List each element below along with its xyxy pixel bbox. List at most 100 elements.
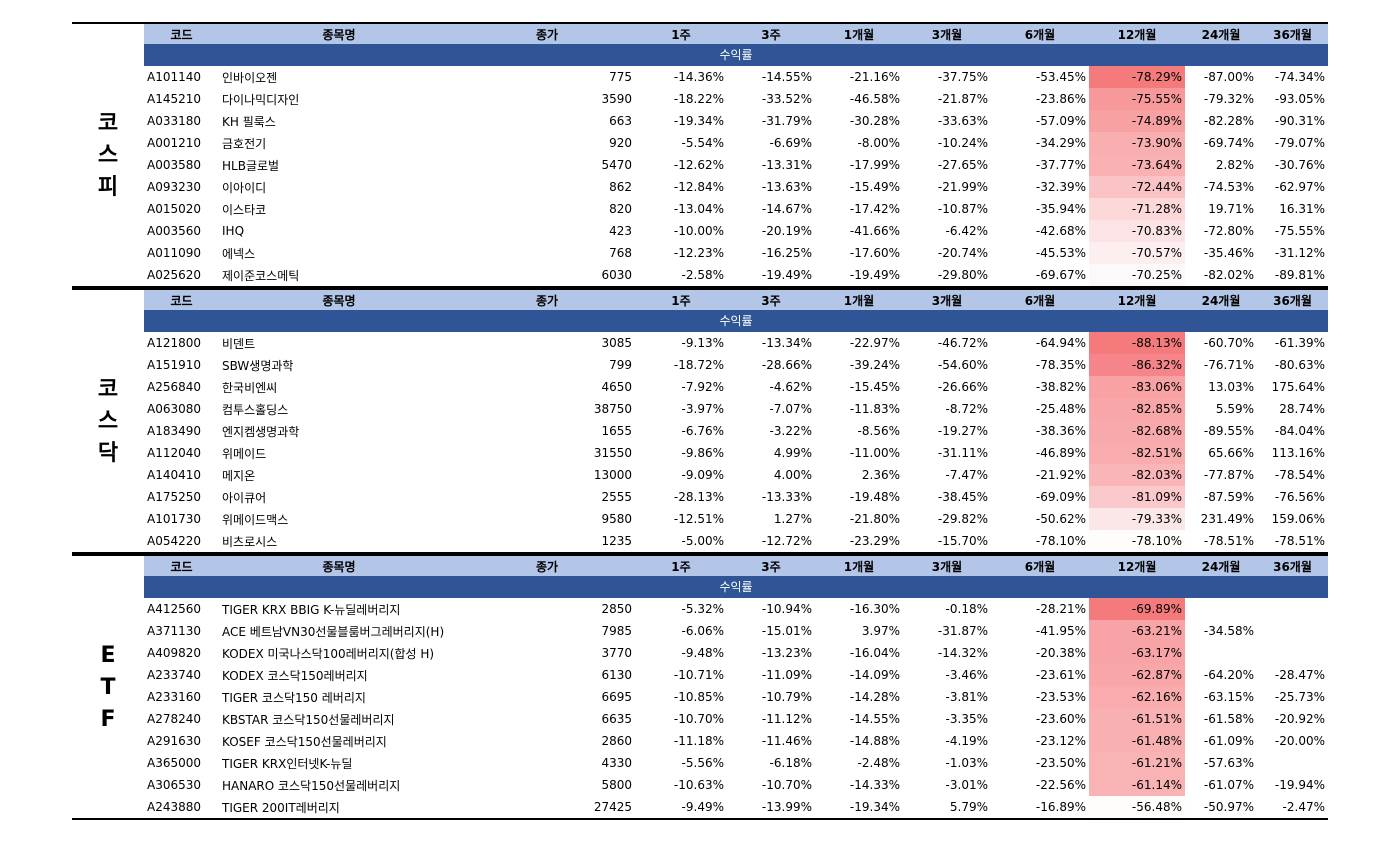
cell-12m: -74.89% (1089, 110, 1185, 132)
cell-24m: -57.63% (1203, 756, 1254, 770)
cell-name: 컴투스홀딩스 (222, 402, 289, 417)
section-kospi: 코스피 코드 종목명 종가 1주 3주 1개월 3개월 6개월 12개월 24개월 36개월 수익률 A1… (72, 22, 1328, 288)
cell-name: IHQ (222, 224, 245, 238)
cell-6m: -46.89% (1035, 446, 1086, 460)
cell-3m: -38.45% (937, 490, 988, 504)
cell-6m: -23.61% (1035, 668, 1086, 682)
cell-6m: -64.94% (1035, 336, 1086, 350)
header-12m: 12개월 (1117, 293, 1157, 308)
returns-table: 코드 종목명 종가 1주 3주 1개월 3개월 6개월 12개월 24개월 36개월 수익률 A4125… (144, 556, 1328, 818)
cell-24m: -78.51% (1203, 534, 1254, 548)
cell-12m: -70.83% (1089, 220, 1185, 242)
market-label-text: 코스닥 (97, 377, 119, 466)
header-row: 코드 종목명 종가 1주 3주 1개월 3개월 6개월 12개월 24개월 36개월 (144, 24, 1328, 44)
table-row: A145210 다이나믹디자인 3590 -18.22% -33.52% -46.58% -… (144, 88, 1328, 110)
cell-name: SBW생명과학 (222, 358, 294, 373)
cell-12m: -83.06% (1089, 376, 1185, 398)
cell-3m: -14.32% (937, 646, 988, 660)
table-row: A233160 TIGER 코스닥150 레버리지 6695 -10.85% -10.7… (144, 686, 1328, 708)
header-name: 종목명 (322, 27, 356, 42)
cell-1m: -30.28% (849, 114, 900, 128)
table-row: A291630 KOSEF 코스닥150선물레버리지 2860 -11.18% -11.… (144, 730, 1328, 752)
cell-6m: -23.50% (1035, 756, 1086, 770)
section-bottom-border (72, 818, 1328, 820)
cell-code: A233160 (147, 690, 202, 704)
cell-1m: 2.36% (861, 468, 900, 482)
cell-close: 6695 (601, 690, 632, 704)
cell-1w: -12.23% (673, 246, 724, 260)
header-code: 코드 (170, 293, 193, 308)
section-etf: ETF 코드 종목명 종가 1주 3주 1개월 3개월 6개월 12개월 24개월 36개월 수익률 A4… (72, 554, 1328, 820)
cell-name: KH 필룩스 (222, 114, 276, 129)
cell-name: 비덴트 (222, 336, 256, 351)
cell-code: A063080 (147, 402, 202, 416)
cell-3m: -3.01% (945, 778, 988, 792)
cell-36m: 159.06% (1271, 512, 1325, 526)
cell-12m: -88.13% (1089, 332, 1185, 354)
table-row: A101140 인바이오젠 775 -14.36% -14.55% -21.16% -37.… (144, 66, 1328, 88)
header-row: 코드 종목명 종가 1주 3주 1개월 3개월 6개월 12개월 24개월 36개월 (144, 290, 1328, 310)
cell-code: A121800 (147, 336, 202, 350)
cell-3w: -11.12% (761, 712, 812, 726)
cell-3w: -15.01% (761, 624, 812, 638)
cell-close: 1235 (601, 534, 632, 548)
cell-3m: -15.70% (937, 534, 988, 548)
cell-name: 에넥스 (222, 246, 256, 261)
cell-close: 2555 (601, 490, 632, 504)
cell-36m: 175.64% (1271, 380, 1325, 394)
cell-1m: -17.60% (849, 246, 900, 260)
cell-name: TIGER 200IT레버리지 (222, 800, 340, 815)
cell-name: 금호전기 (222, 136, 267, 151)
cell-36m: -78.51% (1274, 534, 1325, 548)
cell-1w: -2.58% (681, 268, 724, 282)
cell-12m: -82.03% (1089, 464, 1185, 486)
cell-1w: -9.86% (681, 446, 724, 460)
cell-12m: -61.21% (1089, 752, 1185, 774)
header-close: 종가 (535, 27, 559, 42)
header-24m: 24개월 (1201, 27, 1241, 42)
cell-36m: -75.55% (1274, 224, 1325, 238)
cell-36m: -25.73% (1274, 690, 1325, 704)
cell-24m: 231.49% (1200, 512, 1254, 526)
cell-code: A112040 (147, 446, 202, 460)
cell-3m: -21.87% (937, 92, 988, 106)
table-row: A003560 IHQ 423 -10.00% -20.19% -41.66% -6.42%… (144, 220, 1328, 242)
cell-code: A256840 (147, 380, 202, 394)
header-close: 종가 (535, 293, 559, 308)
cell-3m: -46.72% (937, 336, 988, 350)
cell-close: 27425 (593, 800, 632, 814)
cell-name: KBSTAR 코스닥150선물레버리지 (222, 712, 395, 727)
cell-close: 7985 (601, 624, 632, 638)
cell-24m: -87.59% (1203, 490, 1254, 504)
cell-1m: -15.49% (849, 180, 900, 194)
cell-code: A001210 (147, 136, 202, 150)
cell-code: A365000 (147, 756, 202, 770)
cell-3w: -13.99% (761, 800, 812, 814)
cell-close: 2850 (601, 602, 632, 616)
cell-1m: -8.00% (857, 136, 900, 150)
cell-3m: -31.11% (937, 446, 988, 460)
cell-1w: -9.48% (681, 646, 724, 660)
cell-name: HANARO 코스닥150선물레버리지 (222, 778, 401, 793)
table-row: A003580 HLB글로벌 5470 -12.62% -13.31% -17.99% -2… (144, 154, 1328, 176)
header-6m: 6개월 (1024, 293, 1056, 308)
cell-3w: -4.62% (769, 380, 812, 394)
cell-1m: -17.42% (849, 202, 900, 216)
header-3m: 3개월 (931, 27, 963, 42)
cell-1m: -14.09% (849, 668, 900, 682)
header-close: 종가 (535, 559, 559, 574)
cell-name: 위메이드맥스 (222, 512, 289, 527)
header-36m: 36개월 (1273, 559, 1312, 574)
cell-6m: -23.86% (1035, 92, 1086, 106)
cell-3w: -11.09% (761, 668, 812, 682)
header-1m: 1개월 (843, 293, 875, 308)
cell-12m: -62.16% (1089, 686, 1185, 708)
cell-24m: -89.55% (1203, 424, 1254, 438)
cell-close: 6030 (601, 268, 632, 282)
cell-12m: -81.09% (1089, 486, 1185, 508)
cell-name: 다이나믹디자인 (222, 92, 300, 107)
cell-code: A011090 (147, 246, 202, 260)
cell-24m: -76.71% (1203, 358, 1254, 372)
cell-close: 920 (609, 136, 632, 150)
cell-3m: -20.74% (937, 246, 988, 260)
